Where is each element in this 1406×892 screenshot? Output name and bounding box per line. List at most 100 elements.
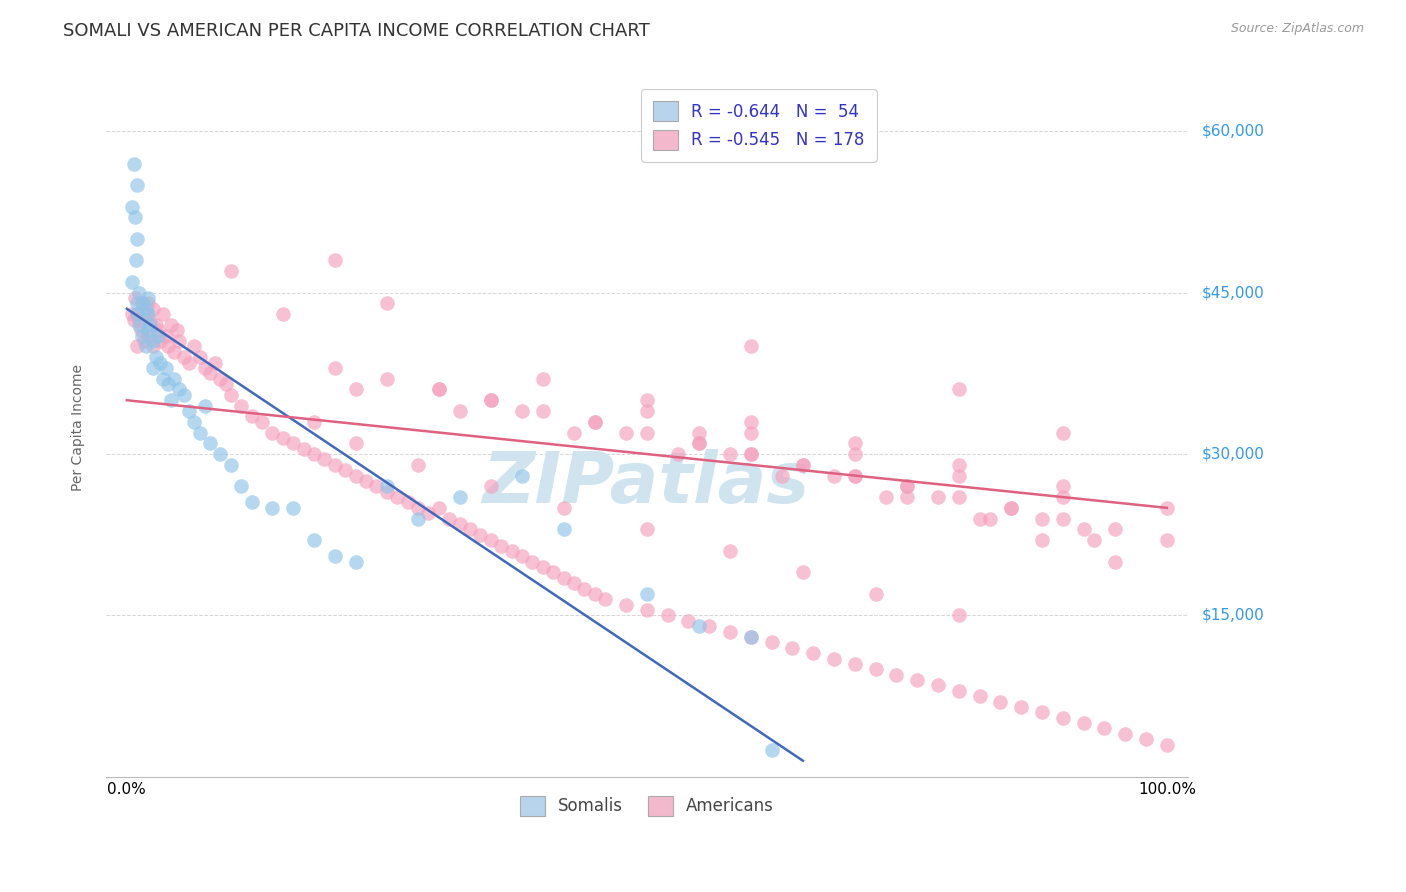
Point [1073, 522, 1095, 536]
Point [1052, 479, 1074, 493]
Point [740, 447, 762, 461]
Point [553, 571, 575, 585]
Point [204, 355, 226, 369]
Point [948, 458, 970, 472]
Point [636, 404, 658, 418]
Point [1083, 533, 1105, 548]
Point [792, 458, 814, 472]
Point [344, 436, 367, 450]
Point [896, 479, 918, 493]
Point [209, 372, 232, 386]
Point [219, 458, 242, 472]
Point [366, 479, 388, 493]
Point [865, 662, 887, 676]
Point [262, 500, 284, 515]
Point [149, 355, 172, 369]
Point [543, 566, 565, 580]
Point [688, 619, 710, 633]
Point [553, 522, 575, 536]
Point [990, 694, 1012, 708]
Point [231, 399, 253, 413]
Point [292, 442, 315, 456]
Point [583, 587, 606, 601]
Point [188, 425, 211, 440]
Point [406, 458, 429, 472]
Point [948, 490, 970, 504]
Point [131, 296, 153, 310]
Point [418, 506, 440, 520]
Point [844, 657, 866, 671]
Point [439, 511, 461, 525]
Point [688, 436, 710, 450]
Point [375, 372, 398, 386]
Point [1052, 490, 1074, 504]
Point [510, 549, 533, 564]
Point [219, 264, 242, 278]
Point [1156, 500, 1178, 515]
Point [163, 372, 186, 386]
Point [562, 425, 585, 440]
Point [636, 587, 658, 601]
Point [136, 328, 159, 343]
Point [145, 350, 167, 364]
Point [574, 582, 596, 596]
Point [875, 490, 897, 504]
Point [1000, 500, 1022, 515]
Point [131, 328, 153, 343]
Point [125, 253, 148, 268]
Point [823, 651, 845, 665]
Point [152, 307, 174, 321]
Point [173, 350, 195, 364]
Point [127, 307, 149, 321]
Point [136, 307, 159, 321]
Point [865, 587, 887, 601]
Point [740, 339, 762, 353]
Point [139, 318, 162, 332]
Point [927, 490, 949, 504]
Point [1031, 533, 1053, 548]
Point [491, 539, 513, 553]
Text: ZIPatlas: ZIPatlas [484, 449, 811, 517]
Point [636, 393, 658, 408]
Point [531, 560, 554, 574]
Point [801, 646, 824, 660]
Point [792, 566, 814, 580]
Point [718, 624, 741, 639]
Point [595, 592, 617, 607]
Point [135, 339, 157, 353]
Point [479, 393, 502, 408]
Point [1104, 555, 1126, 569]
Point [1073, 716, 1095, 731]
Point [1156, 738, 1178, 752]
Point [844, 447, 866, 461]
Point [510, 404, 533, 418]
Text: $30,000: $30,000 [1202, 447, 1264, 461]
Point [583, 415, 606, 429]
Point [163, 344, 186, 359]
Point [406, 511, 429, 525]
Point [427, 383, 450, 397]
Point [761, 635, 783, 649]
Point [314, 452, 336, 467]
Point [209, 447, 232, 461]
Point [657, 608, 679, 623]
Point [323, 458, 346, 472]
Point [179, 355, 201, 369]
Point [188, 350, 211, 364]
Point [896, 479, 918, 493]
Point [323, 253, 346, 268]
Point [1031, 706, 1053, 720]
Point [127, 178, 149, 192]
Point [396, 495, 419, 509]
Point [155, 361, 177, 376]
Point [1052, 425, 1074, 440]
Point [157, 339, 180, 353]
Point [614, 425, 637, 440]
Point [823, 468, 845, 483]
Point [1114, 727, 1136, 741]
Point [323, 549, 346, 564]
Point [1104, 522, 1126, 536]
Point [375, 484, 398, 499]
Point [136, 323, 159, 337]
Point [792, 458, 814, 472]
